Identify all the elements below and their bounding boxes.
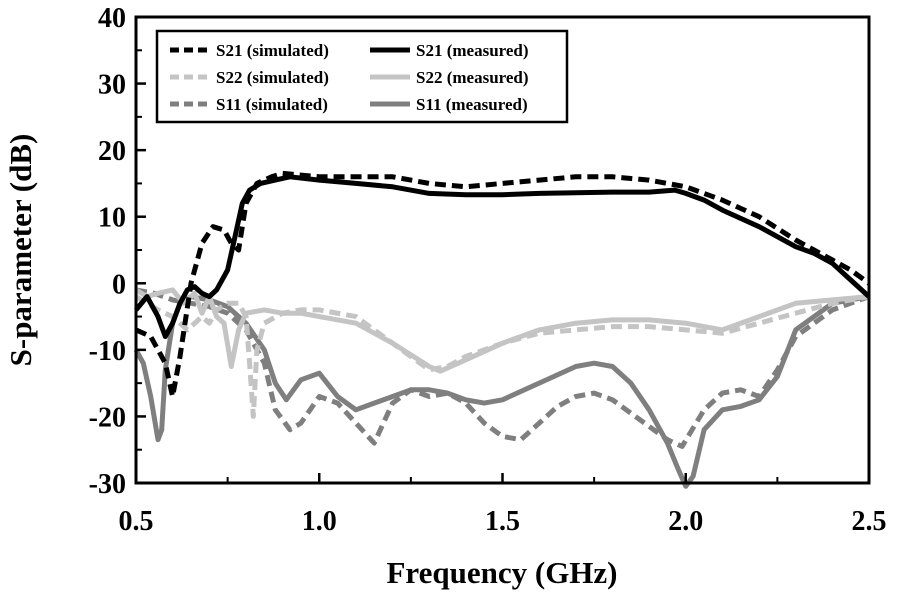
series-line-s21-measured bbox=[134, 174, 871, 339]
legend-label-s22-measured: S22 (measured) bbox=[416, 68, 529, 87]
legend-label-s21-simulated: S21 (simulated) bbox=[216, 41, 329, 60]
y-axis-title: S-parameter (dB) bbox=[3, 134, 38, 367]
y-tick-label: 10 bbox=[98, 203, 126, 234]
y-tick-label: -20 bbox=[89, 402, 126, 433]
y-tick-label: 20 bbox=[98, 136, 126, 167]
x-tick-label: 2.0 bbox=[668, 506, 703, 537]
series-line-s22-measured bbox=[134, 287, 870, 374]
x-tick-label: 1.5 bbox=[485, 506, 520, 537]
x-tick-label: 2.5 bbox=[852, 506, 887, 537]
series-line-s22-simulated bbox=[134, 294, 870, 419]
x-tick-label: 1.0 bbox=[302, 506, 337, 537]
legend: S21 (simulated) S21 (measured) S22 (simula… bbox=[155, 29, 569, 124]
legend-box bbox=[155, 29, 569, 124]
legend-label-s11-measured: S11 (measured) bbox=[416, 95, 528, 114]
series-line-s11-simulated bbox=[135, 287, 870, 449]
y-tick-label: 30 bbox=[98, 70, 126, 101]
series-layer bbox=[133, 170, 871, 489]
legend-label-s11-simulated: S11 (simulated) bbox=[216, 95, 328, 114]
y-tick-label: 0 bbox=[112, 269, 126, 300]
legend-label-s22-simulated: S22 (simulated) bbox=[216, 68, 329, 87]
y-tick-label: 40 bbox=[98, 3, 126, 34]
y-tick-label: -30 bbox=[89, 469, 126, 500]
x-tick-label: 0.5 bbox=[119, 506, 154, 537]
series-line-s21-simulated bbox=[134, 170, 871, 399]
tick-layer: 0.5 1.0 1.5 2.0 2.5 -30 -20 -10 0 10 20 30 40 bbox=[89, 3, 887, 537]
y-tick-label: -10 bbox=[89, 336, 126, 367]
legend-label-s21-measured: S21 (measured) bbox=[416, 41, 529, 60]
x-axis-title: Frequency (GHz) bbox=[386, 555, 617, 590]
